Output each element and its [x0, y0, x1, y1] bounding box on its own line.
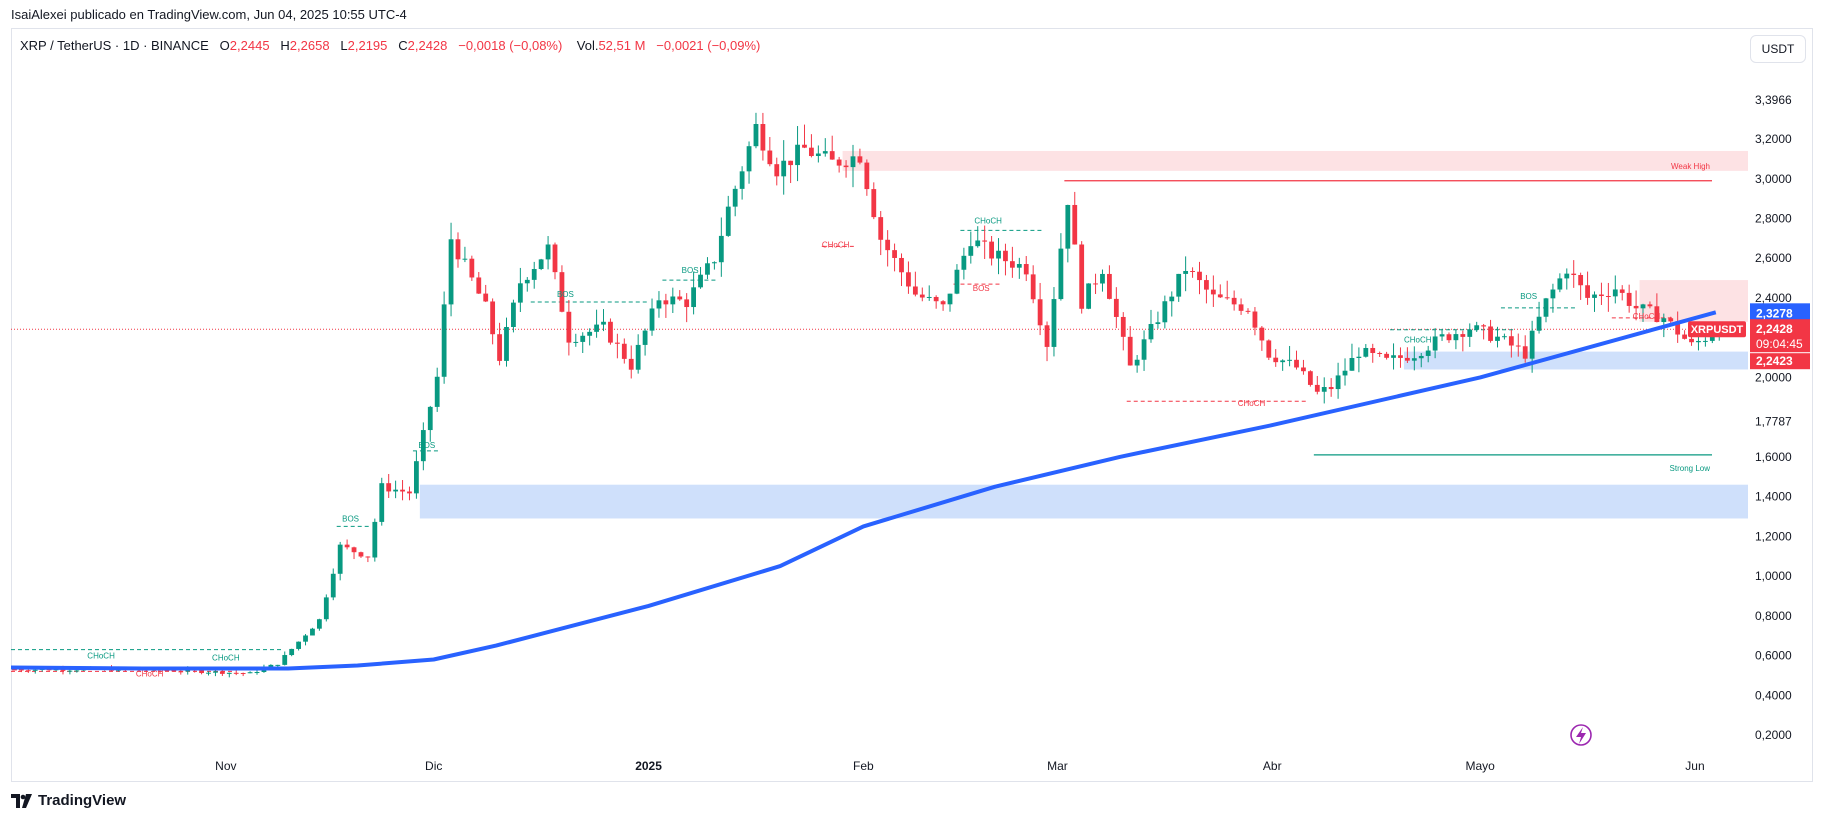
legend-low-label: L	[340, 38, 348, 53]
legend-high-label: H	[280, 38, 290, 53]
legend-vol: 52,51 M	[598, 38, 646, 53]
legend-symbol[interactable]: XRP / TetherUS · 1D · BINANCE	[20, 38, 209, 53]
footer-brand[interactable]: TradingView	[11, 792, 126, 809]
legend-open-label: O	[219, 38, 230, 53]
footer-brand-label: TradingView	[38, 792, 127, 809]
legend-close-label: C	[398, 38, 408, 53]
legend-open: 2,2445	[229, 38, 270, 53]
legend-change: −0,0018 (−0,08%)	[458, 38, 563, 53]
legend-high: 2,2658	[289, 38, 330, 53]
publisher-line: IsaiAlexei publicado en TradingView.com,…	[11, 7, 407, 22]
legend-vol-change: −0,0021 (−0,09%)	[656, 38, 761, 53]
currency-button[interactable]: USDT	[1750, 35, 1806, 63]
chart-panel[interactable]	[11, 28, 1813, 782]
legend-vol-label: Vol.	[576, 38, 599, 53]
legend-low: 2,2195	[347, 38, 388, 53]
legend-close: 2,2428	[407, 38, 448, 53]
tradingview-logo-icon	[11, 793, 32, 808]
ohlc-legend: XRP / TetherUS · 1D · BINANCE O2,2445 H2…	[20, 38, 760, 53]
